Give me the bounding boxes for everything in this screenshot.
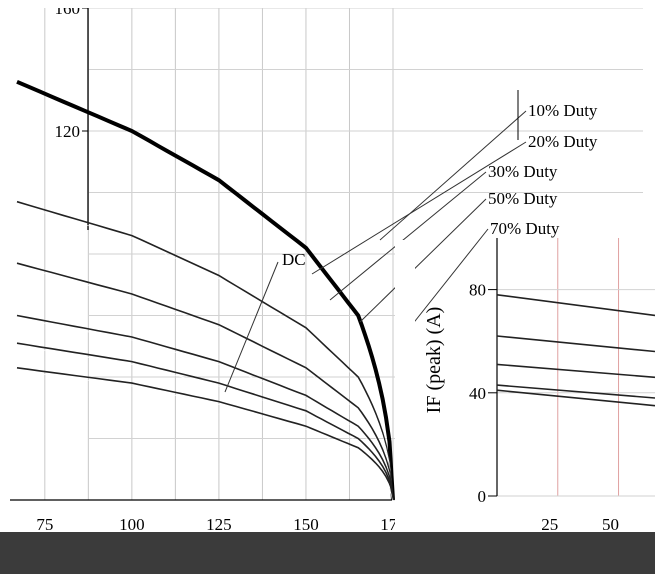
series-line: [16, 367, 394, 501]
image-masks: [0, 0, 655, 532]
legend-pointer: [329, 171, 487, 301]
mask-gap: [395, 240, 415, 532]
inset-series-line: [496, 335, 655, 353]
series-line: [16, 200, 394, 501]
inset-plot: 0 40 80 25 50 IF (peak) (A): [415, 236, 655, 534]
x-tick-label: 150: [293, 515, 319, 534]
bottom-band: [0, 532, 655, 574]
inset-y-axis-label: IF (peak) (A): [423, 307, 445, 414]
series-line: [16, 79, 395, 501]
inset-series-line: [496, 294, 655, 317]
legend-label: 50% Duty: [488, 189, 558, 208]
series-line: [16, 262, 394, 501]
mask-top: [0, 0, 655, 8]
inset-y-tick-label: 80: [469, 281, 486, 300]
series-outline: [16, 318, 394, 504]
inset-x-tick-label: 25: [541, 515, 558, 534]
x-tick-label: 100: [119, 515, 145, 534]
series-outline: [16, 370, 394, 504]
legend-pointer: [224, 261, 279, 393]
inset-series-line: [496, 384, 655, 399]
series-line: [16, 342, 394, 501]
legend-label: 20% Duty: [528, 132, 598, 151]
legend-label: 10% Duty: [528, 101, 598, 120]
mask-left-top: [0, 0, 8, 175]
series-outline: [16, 345, 394, 504]
legend-pointer: [311, 141, 527, 275]
legend-label: 30% Duty: [488, 162, 558, 181]
legend-pointer: [359, 198, 487, 323]
x-tick-label: 75: [36, 515, 53, 534]
series-line: [16, 314, 394, 501]
series-outline: [16, 204, 394, 504]
legend: 10% Duty 20% Duty 30% Duty 50% Duty 70% Duty…: [224, 90, 598, 393]
legend-label: 70% Duty: [490, 219, 560, 238]
inset-background: [415, 236, 655, 532]
y-tick-label: 120: [55, 122, 81, 141]
legend-label-dc: DC: [282, 250, 306, 269]
inset-x-tick-label: 50: [602, 515, 619, 534]
x-tick-label: 125: [206, 515, 232, 534]
series-outline: [17, 85, 393, 503]
inset-series-line: [496, 389, 655, 407]
legend-pointer: [379, 110, 527, 241]
inset-series-line: [496, 363, 655, 379]
series-outline: [16, 265, 394, 504]
inset-y-tick-label: 40: [469, 384, 486, 403]
inset-y-tick-label: 0: [478, 487, 487, 506]
